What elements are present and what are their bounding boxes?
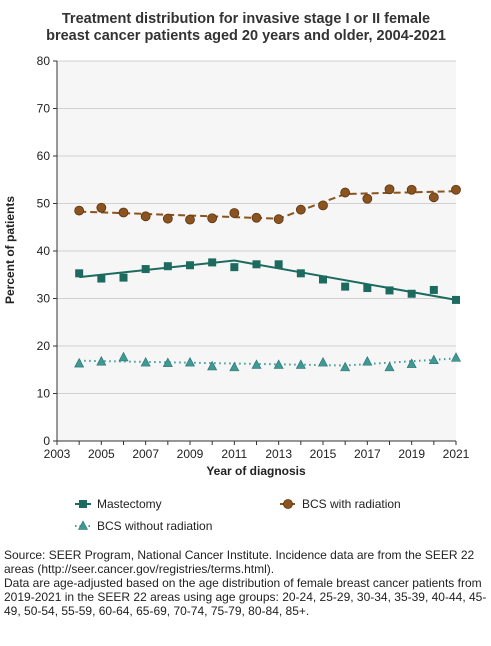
data-point-bcs-without-radiation — [162, 357, 173, 367]
data-point-bcs-with-radiation — [251, 212, 262, 223]
data-point-bcs-with-radiation — [406, 184, 417, 195]
legend-triangle-marker — [78, 520, 88, 530]
legend-item-bcs-without-radiation: BCS without radiation — [75, 519, 212, 533]
y-tick-label: 10 — [37, 387, 51, 401]
data-point-bcs-with-radiation — [340, 187, 351, 198]
x-tick-label: 2013 — [265, 447, 292, 461]
legend-item-mastectomy: Mastectomy — [75, 497, 162, 511]
data-point-mastectomy — [230, 263, 239, 272]
data-point-mastectomy — [385, 286, 394, 295]
data-point-bcs-with-radiation — [229, 208, 240, 218]
data-point-bcs-with-radiation — [273, 214, 284, 225]
x-tick-label: 2007 — [132, 447, 159, 461]
data-point-bcs-without-radiation — [295, 359, 306, 369]
legend-label-mastectomy: Mastectomy — [97, 497, 162, 511]
data-point-bcs-with-radiation — [428, 192, 439, 203]
x-tick-label: 2003 — [44, 447, 71, 461]
data-point-bcs-with-radiation — [384, 184, 395, 195]
data-point-mastectomy — [75, 269, 84, 278]
data-point-mastectomy — [452, 295, 460, 304]
y-axis-label: Percent of patients — [3, 196, 17, 304]
data-point-mastectomy — [208, 258, 217, 267]
x-tick-label: 2011 — [221, 447, 247, 461]
data-point-bcs-without-radiation — [118, 351, 129, 362]
data-point-bcs-with-radiation — [451, 184, 461, 195]
data-point-bcs-with-radiation — [185, 214, 195, 225]
data-point-mastectomy — [407, 289, 416, 298]
y-tick-label: 20 — [37, 339, 51, 353]
source-note: Source: SEER Program, National Cancer In… — [4, 548, 488, 618]
data-point-bcs-with-radiation — [140, 211, 151, 222]
y-tick-label: 0 — [43, 434, 50, 448]
data-point-bcs-with-radiation — [362, 193, 373, 204]
trend-line-mastectomy — [79, 259, 457, 301]
legend-square-marker — [79, 500, 87, 508]
data-point-bcs-without-radiation — [273, 359, 284, 369]
data-point-bcs-without-radiation — [428, 354, 439, 365]
x-axis-label: Year of diagnosis — [206, 464, 306, 478]
data-point-mastectomy — [186, 261, 194, 270]
y-tick-label: 50 — [37, 197, 51, 211]
data-point-bcs-with-radiation — [118, 207, 129, 218]
y-tick-label: 30 — [37, 292, 51, 306]
data-point-bcs-without-radiation — [451, 352, 461, 362]
chart-title-line-2: breast cancer patients aged 20 years and… — [46, 28, 446, 44]
data-point-mastectomy — [363, 284, 372, 293]
y-tick-label: 60 — [37, 149, 51, 163]
data-point-mastectomy — [296, 269, 305, 278]
gridlines — [57, 60, 456, 394]
data-point-mastectomy — [141, 265, 150, 274]
legend-label-bcs-without-radiation: BCS without radiation — [97, 519, 212, 533]
data-markers — [74, 184, 461, 372]
x-tick-label: 2015 — [310, 447, 337, 461]
x-tick-label: 2021 — [443, 447, 470, 461]
legend-item-bcs-with-radiation: BCS with radiation — [280, 497, 401, 511]
x-tick-label: 2017 — [354, 447, 381, 461]
data-point-bcs-without-radiation — [185, 356, 195, 367]
data-point-mastectomy — [429, 285, 438, 294]
axes: 0 10 20 30 40 50 60 70 80 2003 2005 2007 2009 2011 201… — [37, 54, 470, 461]
data-point-bcs-with-radiation — [96, 202, 107, 213]
data-point-bcs-with-radiation — [295, 204, 306, 215]
source-note-line-1: Source: SEER Program, National Cancer In… — [4, 548, 475, 576]
data-point-bcs-with-radiation — [318, 200, 328, 211]
data-point-bcs-without-radiation — [140, 356, 151, 367]
y-tick-label: 40 — [37, 244, 51, 258]
data-point-bcs-with-radiation — [162, 213, 173, 224]
data-point-bcs-without-radiation — [74, 357, 85, 368]
data-point-bcs-without-radiation — [96, 356, 107, 366]
source-note-line-2: Data are age-adjusted based on the age d… — [4, 576, 487, 618]
data-point-bcs-without-radiation — [251, 359, 262, 369]
data-point-mastectomy — [252, 260, 261, 269]
data-point-bcs-without-radiation — [406, 358, 417, 368]
data-point-mastectomy — [119, 273, 128, 282]
data-point-bcs-without-radiation — [207, 360, 218, 371]
data-point-mastectomy — [97, 274, 106, 283]
x-tick-label: 2005 — [88, 447, 115, 461]
legend-label-bcs-with-radiation: BCS with radiation — [302, 497, 401, 511]
data-point-bcs-with-radiation — [74, 205, 85, 216]
x-tick-label: 2019 — [398, 447, 425, 461]
legend-circle-marker — [283, 499, 293, 509]
data-point-bcs-with-radiation — [207, 213, 218, 224]
data-point-mastectomy — [341, 282, 350, 291]
data-point-mastectomy — [163, 262, 172, 271]
trend-line-bcs-with-radiation — [79, 190, 457, 220]
data-point-bcs-without-radiation — [340, 361, 351, 372]
chart-title-line-1: Treatment distribution for invasive stag… — [62, 11, 430, 27]
data-point-mastectomy — [319, 275, 327, 284]
legend: Mastectomy BCS with radiation BCS withou… — [75, 497, 401, 533]
data-point-bcs-without-radiation — [384, 361, 395, 372]
data-point-bcs-without-radiation — [229, 361, 240, 372]
data-point-bcs-without-radiation — [318, 356, 328, 367]
y-tick-label: 80 — [37, 54, 51, 68]
y-tick-label: 70 — [37, 102, 51, 116]
x-tick-label: 2009 — [177, 447, 204, 461]
data-point-bcs-without-radiation — [362, 356, 373, 366]
data-point-mastectomy — [274, 260, 283, 269]
